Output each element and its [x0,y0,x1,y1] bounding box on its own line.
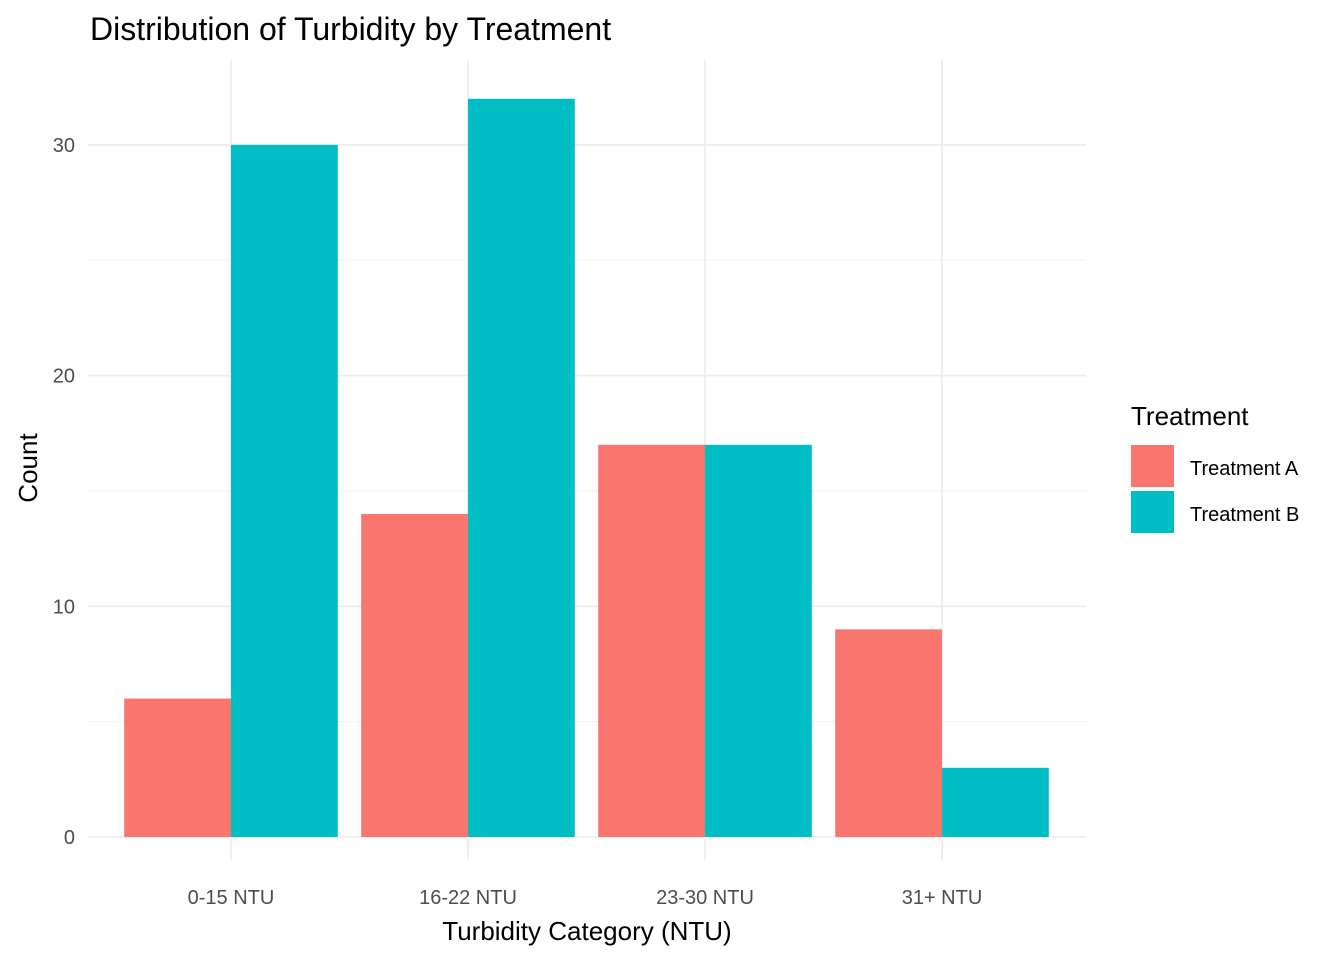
y-axis-ticks: 0 10 20 30 [53,135,75,849]
y-tick-label: 30 [53,135,75,157]
bar-treatment-a-1 [361,514,468,837]
x-tick-label: 0-15 NTU [188,887,275,909]
chart-title: Distribution of Turbidity by Treatment [90,11,611,47]
legend-title: Treatment [1131,401,1249,431]
legend: Treatment Treatment A Treatment B [1131,401,1299,533]
bar-treatment-b-3 [942,767,1049,837]
y-tick-label: 20 [53,366,75,388]
y-tick-label: 0 [64,827,75,849]
x-tick-label: 16-22 NTU [419,887,517,909]
bar-treatment-a-0 [124,698,231,837]
legend-items: Treatment A Treatment B [1131,445,1299,533]
x-tick-label: 31+ NTU [902,887,983,909]
legend-label: Treatment A [1190,458,1299,480]
y-tick-label: 10 [53,596,75,618]
x-axis-ticks: 0-15 NTU 16-22 NTU 23-30 NTU 31+ NTU [188,887,983,909]
legend-key-treatment-a [1131,445,1174,487]
bars [124,98,1049,837]
bar-treatment-a-2 [598,444,705,837]
legend-key-treatment-b [1131,491,1174,533]
x-axis-title: Turbidity Category (NTU) [442,916,731,946]
y-axis-title: Count [13,433,43,503]
bar-treatment-b-1 [468,98,575,837]
legend-label: Treatment B [1190,504,1299,526]
bar-treatment-b-2 [705,444,812,837]
x-tick-label: 23-30 NTU [656,887,754,909]
bar-treatment-a-3 [835,629,942,837]
bar-treatment-b-0 [231,144,338,837]
